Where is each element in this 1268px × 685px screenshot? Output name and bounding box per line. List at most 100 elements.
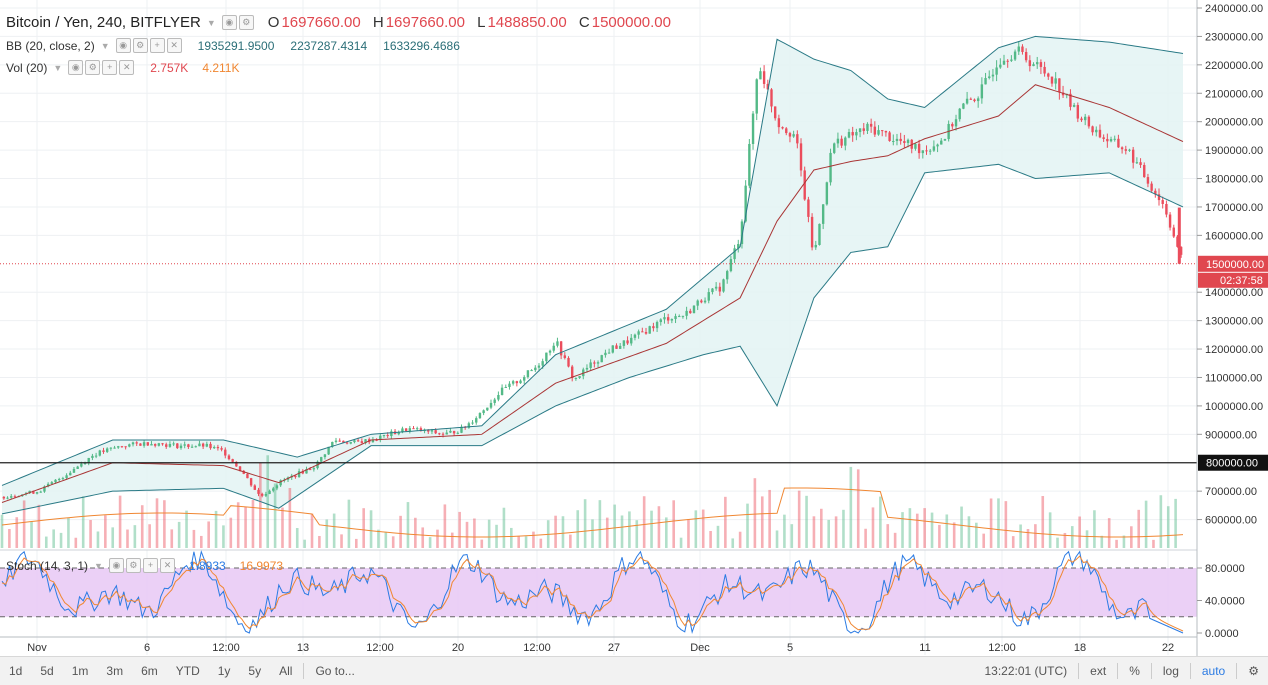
vol-label[interactable]: Vol (20) — [6, 60, 48, 75]
price-axis-bg — [1197, 0, 1268, 656]
candle-body — [777, 118, 781, 128]
candle-body — [1095, 129, 1098, 133]
volume-bar — [384, 532, 388, 548]
candle-body — [773, 106, 777, 119]
gear-icon[interactable]: ⚙ — [1248, 664, 1259, 678]
bb-label[interactable]: BB (20, close, 2) — [6, 38, 95, 53]
volume-bar — [665, 517, 668, 548]
chevron-down-icon[interactable]: ▼ — [206, 17, 216, 28]
candle-body — [1091, 126, 1094, 133]
volume-bar — [0, 514, 4, 548]
candle-body — [471, 422, 474, 424]
candle-body — [1176, 236, 1179, 247]
eye-icon[interactable]: ◉ — [221, 15, 237, 30]
volume-bar — [104, 515, 107, 548]
toggle-log[interactable]: log — [1162, 664, 1179, 678]
volume-bar — [952, 522, 956, 548]
candle-body — [1102, 137, 1105, 139]
toggle-auto[interactable]: auto — [1201, 664, 1226, 678]
range-1y[interactable]: 1y — [217, 664, 231, 678]
candle-body — [452, 430, 456, 434]
candle-body — [65, 475, 68, 479]
plus-icon[interactable]: + — [149, 38, 165, 53]
volume-bar — [1100, 535, 1104, 548]
range-5d[interactable]: 5d — [40, 664, 54, 678]
candle-body — [486, 407, 489, 411]
volume-bar — [347, 499, 351, 548]
volume-bar — [827, 519, 830, 548]
volume-bar — [236, 502, 240, 548]
range-all[interactable]: All — [279, 664, 293, 678]
candle-body — [711, 288, 714, 293]
gear-icon[interactable]: ⚙ — [132, 38, 148, 53]
gear-icon[interactable]: ⚙ — [85, 60, 101, 75]
volume-bar — [96, 531, 100, 548]
goto-button[interactable]: Go to... — [315, 664, 355, 678]
volume-bar — [842, 509, 845, 548]
eye-icon[interactable]: ◉ — [68, 60, 84, 75]
eye-icon[interactable]: ◉ — [115, 38, 131, 53]
toggle-percent[interactable]: % — [1129, 664, 1140, 678]
volume-bar — [377, 529, 380, 548]
bb-basis-value: 1935291.9500 — [197, 38, 275, 53]
utc-clock[interactable]: 13:22:01 (UTC) — [984, 664, 1068, 678]
range-ytd[interactable]: YTD — [175, 664, 200, 678]
candle-body — [375, 439, 378, 441]
range-1d[interactable]: 1d — [9, 664, 23, 678]
toggle-ext[interactable]: ext — [1090, 664, 1107, 678]
volume-bar — [458, 511, 461, 548]
stoch-label[interactable]: Stoch (14, 3, 1) — [6, 558, 89, 573]
candle-body — [504, 387, 507, 389]
candle-body — [320, 457, 323, 462]
chevron-down-icon[interactable]: ▼ — [94, 560, 103, 571]
bb-basis-line — [1, 84, 1184, 503]
divider — [1117, 663, 1119, 679]
plus-icon[interactable]: + — [102, 60, 118, 75]
candle-body — [1179, 246, 1183, 255]
candle-body — [622, 340, 626, 346]
candle-body — [519, 380, 522, 384]
candle-body — [714, 286, 718, 289]
chevron-down-icon[interactable]: ▼ — [100, 40, 110, 51]
candle-body — [401, 428, 404, 433]
close-icon[interactable]: ✕ — [166, 38, 182, 53]
candle-body — [120, 446, 124, 448]
volume-bar — [30, 521, 33, 548]
volume-bar — [502, 507, 506, 548]
candle-body — [135, 442, 138, 444]
volume-bar — [1004, 501, 1008, 548]
volume-bar — [8, 529, 11, 548]
close-icon[interactable]: ✕ — [159, 558, 175, 573]
gear-icon[interactable]: ⚙ — [125, 558, 141, 573]
range-6m[interactable]: 6m — [141, 664, 158, 678]
volume-bar — [74, 537, 78, 548]
candle-body — [364, 439, 367, 444]
stoch-legend: Stoch (14, 3, 1) ▼ ◉ ⚙ + ✕ 1.8933 16.997… — [6, 558, 283, 573]
volume-bar — [229, 517, 233, 548]
candle-body — [91, 455, 94, 458]
gear-icon[interactable]: ⚙ — [238, 15, 254, 30]
range-3m[interactable]: 3m — [106, 664, 124, 678]
candle-body — [936, 144, 939, 147]
range-5y[interactable]: 5y — [248, 664, 262, 678]
range-1m[interactable]: 1m — [71, 664, 89, 678]
chevron-down-icon[interactable]: ▼ — [53, 62, 63, 73]
close-icon[interactable]: ✕ — [119, 60, 135, 75]
volume-bar — [923, 508, 926, 548]
candle-body — [618, 345, 622, 349]
candle-body — [829, 152, 832, 183]
volume-bar — [59, 532, 63, 548]
candle-body — [1157, 194, 1161, 201]
plus-icon[interactable]: + — [142, 558, 158, 573]
time-tick-label: 6 — [144, 642, 150, 654]
volume-bar — [945, 514, 949, 548]
volume-bar — [214, 510, 218, 548]
candle-body — [153, 444, 157, 446]
eye-icon[interactable]: ◉ — [108, 558, 124, 573]
candle-body — [150, 444, 153, 446]
symbol-title[interactable]: Bitcoin / Yen, 240, BITFLYER — [6, 14, 201, 31]
candle-body — [1076, 105, 1080, 119]
candle-body — [1109, 139, 1113, 142]
candle-body — [810, 216, 814, 248]
